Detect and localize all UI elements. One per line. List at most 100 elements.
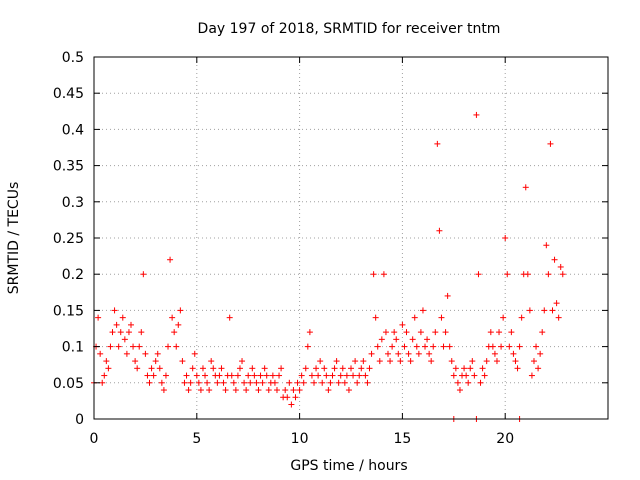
data-point xyxy=(292,394,299,401)
data-point xyxy=(138,329,145,336)
data-point xyxy=(463,372,470,379)
y-tick-label: 0.1 xyxy=(62,340,84,356)
data-point xyxy=(310,379,317,386)
data-point xyxy=(498,343,505,350)
data-point xyxy=(350,372,357,379)
data-point xyxy=(282,387,289,394)
data-point xyxy=(518,314,525,321)
data-point xyxy=(461,365,468,372)
data-point xyxy=(354,379,361,386)
data-point xyxy=(335,379,342,386)
data-point xyxy=(117,329,124,336)
y-tick-label: 0 xyxy=(75,412,84,428)
data-point xyxy=(479,365,486,372)
data-point xyxy=(415,350,422,357)
x-tick-label: 0 xyxy=(90,431,99,447)
data-point xyxy=(101,372,108,379)
data-point xyxy=(298,372,305,379)
data-point xyxy=(352,358,359,365)
data-point xyxy=(321,365,328,372)
data-point xyxy=(465,379,472,386)
data-point xyxy=(214,379,221,386)
x-tick-label: 10 xyxy=(291,431,309,447)
data-point xyxy=(526,307,533,314)
data-point xyxy=(181,379,188,386)
data-point xyxy=(206,387,213,394)
axis-ticks: 0 0.05 0.1 0.15 0.2 0.25 0.3 0.35 0.4 0.45 0.5 0 5 10… xyxy=(53,50,608,447)
data-point xyxy=(150,372,157,379)
data-point xyxy=(284,394,291,401)
data-point xyxy=(191,350,198,357)
data-point xyxy=(197,387,204,394)
data-point xyxy=(105,365,112,372)
data-point xyxy=(329,372,336,379)
data-point xyxy=(547,140,554,147)
data-point xyxy=(391,329,398,336)
data-point xyxy=(559,271,566,278)
data-point xyxy=(263,372,270,379)
data-point xyxy=(271,379,278,386)
data-point xyxy=(232,387,239,394)
data-point xyxy=(539,329,546,336)
data-point xyxy=(302,365,309,372)
data-point xyxy=(343,372,350,379)
data-point xyxy=(500,314,507,321)
data-point xyxy=(230,379,237,386)
data-point xyxy=(378,336,385,343)
data-point xyxy=(216,372,223,379)
data-point xyxy=(366,365,373,372)
y-tick-label: 0.15 xyxy=(53,303,84,319)
data-point xyxy=(107,343,114,350)
data-point xyxy=(422,343,429,350)
data-point xyxy=(551,256,558,263)
data-point xyxy=(419,307,426,314)
data-point xyxy=(158,379,165,386)
data-point xyxy=(448,358,455,365)
data-point xyxy=(491,350,498,357)
chart-title: Day 197 of 2018, SRMTID for receiver tnt… xyxy=(198,21,501,37)
data-points xyxy=(91,111,566,422)
grid-lines xyxy=(94,57,608,419)
data-point xyxy=(339,365,346,372)
data-point xyxy=(506,343,513,350)
data-point xyxy=(294,379,301,386)
data-point xyxy=(183,372,190,379)
data-point xyxy=(401,343,408,350)
y-tick-label: 0.5 xyxy=(62,50,84,66)
data-point xyxy=(393,336,400,343)
data-point xyxy=(315,372,322,379)
data-point xyxy=(193,372,200,379)
data-point xyxy=(228,372,235,379)
data-point xyxy=(508,329,515,336)
data-point xyxy=(368,350,375,357)
data-point xyxy=(140,271,147,278)
data-point xyxy=(496,329,503,336)
data-point xyxy=(97,350,104,357)
data-point xyxy=(452,365,459,372)
data-point xyxy=(111,307,118,314)
data-point xyxy=(125,329,132,336)
data-point xyxy=(436,227,443,234)
data-point xyxy=(132,358,139,365)
data-point xyxy=(245,372,252,379)
data-point xyxy=(376,358,383,365)
data-point xyxy=(504,271,511,278)
data-point xyxy=(109,329,116,336)
data-point xyxy=(296,387,303,394)
data-point xyxy=(313,365,320,372)
data-point xyxy=(243,387,250,394)
data-point xyxy=(165,343,172,350)
data-point xyxy=(528,372,535,379)
data-point xyxy=(130,343,137,350)
data-point xyxy=(456,387,463,394)
data-point xyxy=(261,365,268,372)
x-axis-label: GPS time / hours xyxy=(290,458,407,474)
data-point xyxy=(189,365,196,372)
data-point xyxy=(395,350,402,357)
data-point xyxy=(380,271,387,278)
data-point xyxy=(516,343,523,350)
data-point xyxy=(210,365,217,372)
data-point xyxy=(341,379,348,386)
data-point xyxy=(530,358,537,365)
x-tick-label: 15 xyxy=(393,431,411,447)
